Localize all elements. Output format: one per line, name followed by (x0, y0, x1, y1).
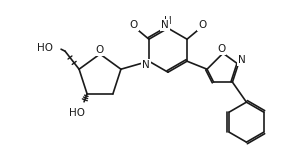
Text: O: O (130, 20, 138, 30)
Text: HO: HO (69, 108, 85, 118)
Text: N: N (142, 60, 150, 70)
Text: H: H (164, 16, 172, 26)
Text: HO: HO (37, 43, 53, 53)
Text: O: O (198, 20, 206, 30)
Text: N: N (238, 55, 246, 65)
Text: O: O (95, 45, 103, 55)
Text: N: N (161, 20, 169, 30)
Text: O: O (217, 44, 225, 54)
